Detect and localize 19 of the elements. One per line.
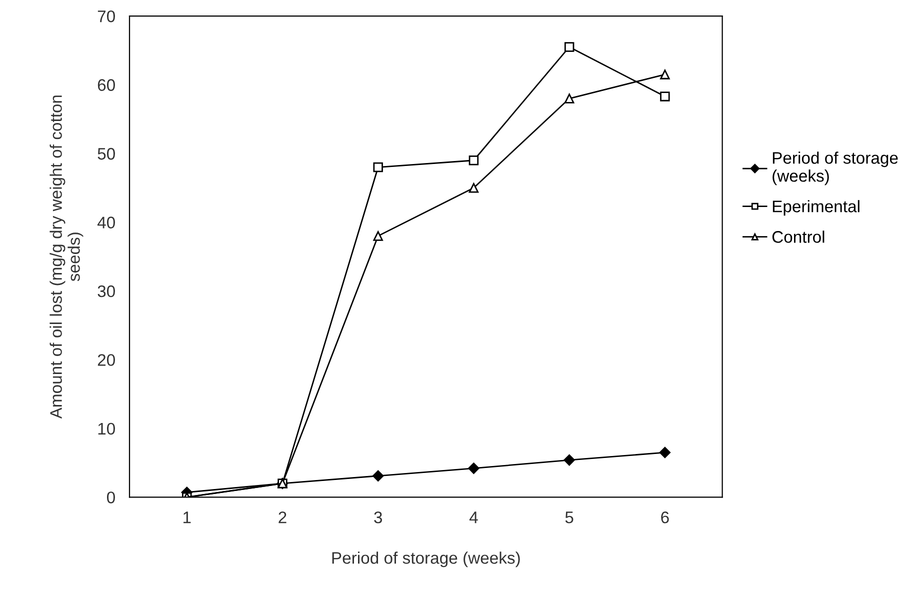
x-tick-label: 5 (565, 512, 574, 524)
y-axis-title: Amount of oil lost (mg/g dry weight of cotton seeds) (50, 96, 84, 419)
y-tick-label: 60 (98, 79, 115, 91)
y-tick-label: 40 (97, 216, 115, 228)
x-tick-label: 1 (184, 512, 191, 524)
legend-label: Eperimental (772, 200, 860, 216)
y-tick-label: 0 (107, 492, 115, 504)
y-tick-label: 70 (98, 10, 115, 22)
legend-label: Period of storage (weeks) (772, 152, 898, 186)
x-tick-label: 2 (278, 512, 286, 524)
y-tick-label: 20 (98, 354, 115, 366)
y-tick-label: 50 (98, 148, 115, 160)
y-tick-label: 10 (98, 422, 115, 435)
x-tick-label: 6 (661, 512, 669, 524)
x-tick-label: 3 (374, 512, 382, 524)
legend-label: Control (772, 230, 824, 243)
x-axis-title: Period of storage (weeks) (332, 552, 520, 568)
y-tick-label: 30 (98, 285, 115, 298)
x-tick-label: 4 (469, 512, 478, 524)
